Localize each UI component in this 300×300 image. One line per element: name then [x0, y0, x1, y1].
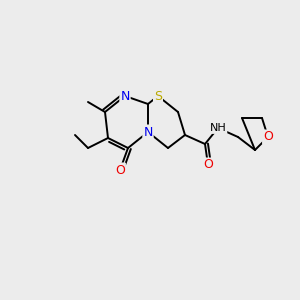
Text: O: O [263, 130, 273, 143]
Text: O: O [203, 158, 213, 172]
Text: O: O [115, 164, 125, 176]
Text: S: S [154, 89, 162, 103]
Text: NH: NH [210, 123, 226, 133]
Text: N: N [143, 125, 153, 139]
Text: N: N [120, 89, 130, 103]
